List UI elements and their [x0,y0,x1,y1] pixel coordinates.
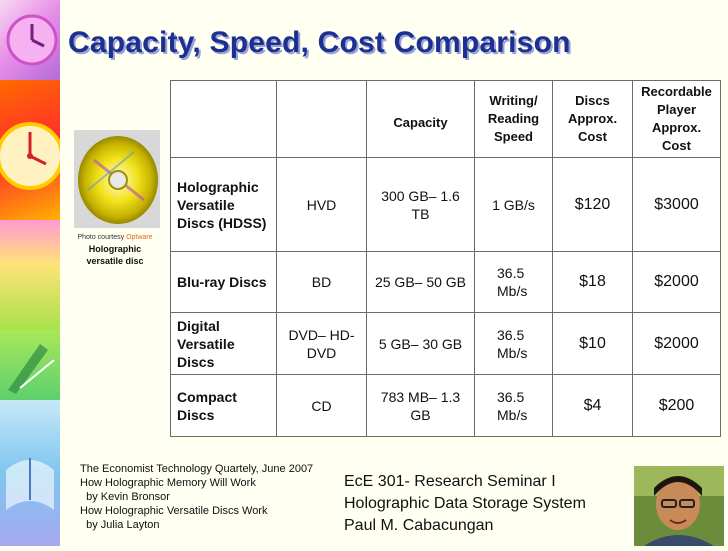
header-player-cost: Recordable Player Approx. Cost [632,80,721,158]
header-disc-cost: Discs Approx. Cost [552,80,633,158]
clock-icon [0,122,60,190]
row-player-cost: $200 [632,374,721,437]
tile-pink-clock [0,0,60,80]
references: The Economist Technology Quartely, June … [80,462,313,532]
header-speed: Writing/ Reading Speed [474,80,553,158]
row-capacity: 5 GB– 30 GB [366,312,475,375]
photo-caption: Holographic versatile disc [70,243,160,267]
photo-caption-line: versatile disc [86,256,144,266]
row-capacity: 25 GB– 50 GB [366,251,475,313]
row-abbr: HVD [276,157,367,252]
presenter-photo [634,466,724,546]
row-abbr: BD [276,251,367,313]
row-capacity: 300 GB– 1.6 TB [366,157,475,252]
row-speed: 36.5 Mb/s [474,312,553,375]
reference-line: by Kevin Bronsor [80,491,170,503]
photo-credit: Photo courtesy Optware [70,234,160,241]
pen-icon [8,344,55,394]
row-abbr: CD [276,374,367,437]
row-disc-cost: $18 [552,251,633,313]
reference-line: The Economist Technology Quartely, June … [80,463,314,475]
header-cell [276,80,367,158]
row-speed: 36.5 Mb/s [474,374,553,437]
photo-caption-line: Holographic [88,244,142,254]
row-speed: 1 GB/s [474,157,553,252]
table-header-row: Capacity Writing/ Reading Speed Discs Ap… [170,80,721,158]
tile-orange-clock [0,80,60,220]
table-row: Digital Versatile Discs DVD– HD-DVD 5 GB… [170,312,721,375]
row-name: Holographic Versatile Discs (HDSS) [170,157,277,252]
clock-icon [6,14,58,66]
row-name: Blu-ray Discs [170,251,277,313]
row-capacity: 783 MB– 1.3 GB [366,374,475,437]
table-row: Holographic Versatile Discs (HDSS) HVD 3… [170,157,721,252]
row-abbr: DVD– HD-DVD [276,312,367,375]
reference-line: How Holographic Versatile Discs Work [80,505,268,517]
table-row: Blu-ray Discs BD 25 GB– 50 GB 36.5 Mb/s … [170,251,721,313]
row-disc-cost: $4 [552,374,633,437]
photo-credit-link[interactable]: Optware [126,234,153,241]
presenter-name: Paul M. Cabacungan [344,517,494,534]
book-icon [6,458,54,510]
header-cell [170,80,277,158]
tile-blue-book [0,400,60,546]
tile-yellow-green [0,220,60,330]
header-capacity: Capacity [366,80,475,158]
course-topic: Holographic Data Storage System [344,495,586,512]
row-player-cost: $2000 [632,251,721,313]
photo-credit-prefix: Photo courtesy [77,234,127,241]
row-name: Digital Versatile Discs [170,312,277,375]
course-name: EcE 301- Research Seminar I [344,473,556,490]
reference-line: How Holographic Memory Will Work [80,477,256,489]
decorative-image-strip [0,0,60,546]
comparison-table: Capacity Writing/ Reading Speed Discs Ap… [170,80,721,437]
row-disc-cost: $10 [552,312,633,375]
row-player-cost: $3000 [632,157,721,252]
table-row: Compact Discs CD 783 MB– 1.3 GB 36.5 Mb/… [170,374,721,437]
row-name: Compact Discs [170,374,277,437]
row-disc-cost: $120 [552,157,633,252]
reference-line: by Julia Layton [80,519,160,531]
row-speed: 36.5 Mb/s [474,251,553,313]
tile-green-pen [0,330,60,400]
course-info: EcE 301- Research Seminar I Holographic … [344,471,586,537]
row-player-cost: $2000 [632,312,721,375]
holographic-disc-photo [74,130,160,228]
slide-title: Capacity, Speed, Cost Comparison [68,26,571,59]
